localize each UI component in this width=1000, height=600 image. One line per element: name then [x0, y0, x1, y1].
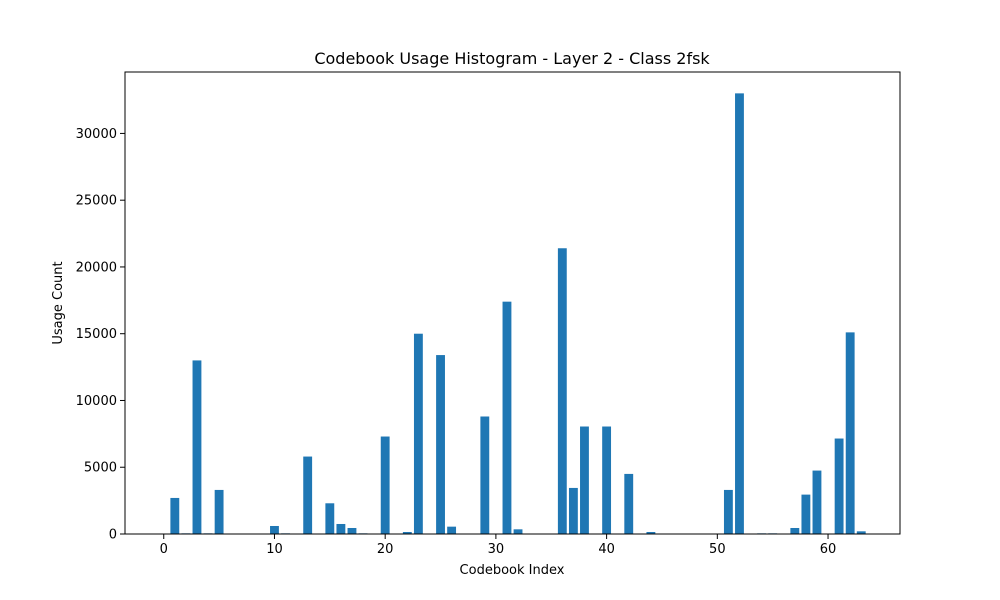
bar — [347, 527, 357, 534]
bar — [336, 523, 346, 534]
x-tick-label: 20 — [377, 542, 394, 557]
y-tick-label: 0 — [109, 528, 117, 543]
y-axis-label: Usage Count — [51, 261, 66, 344]
bar — [413, 333, 423, 534]
bar — [513, 529, 523, 534]
x-tick-label: 10 — [266, 542, 283, 557]
x-tick-label: 60 — [820, 542, 837, 557]
y-tick-label: 5000 — [84, 461, 117, 476]
bar — [557, 248, 567, 534]
bar — [723, 489, 733, 534]
bar — [834, 438, 844, 534]
bar — [447, 526, 457, 534]
bar — [325, 503, 335, 534]
bar — [436, 355, 445, 534]
bar — [214, 489, 224, 534]
bar — [568, 487, 578, 534]
x-tick-label: 40 — [598, 542, 615, 557]
bar — [502, 301, 512, 534]
bar — [402, 531, 412, 534]
bar — [856, 531, 866, 534]
bar — [170, 497, 180, 534]
bar — [646, 531, 656, 534]
x-tick-label: 50 — [709, 542, 726, 557]
x-axis-ticks: 0 10 20 30 40 50 60 — [160, 534, 837, 557]
x-axis-label: Codebook Index — [460, 563, 565, 578]
y-tick-label: 10000 — [76, 394, 117, 409]
bar — [192, 360, 202, 534]
chart-title: Codebook Usage Histogram - Layer 2 - Cla… — [314, 49, 710, 68]
bar — [580, 426, 589, 534]
bar — [624, 473, 634, 534]
bar — [270, 525, 279, 534]
x-tick-label: 30 — [488, 542, 505, 557]
bar — [380, 436, 390, 534]
y-axis-ticks: 0 5000 10000 15000 20000 25000 30000 — [76, 127, 125, 543]
bar — [303, 456, 313, 534]
bars — [170, 93, 866, 534]
bar — [801, 494, 811, 534]
bar — [790, 527, 800, 534]
plot-area-frame — [124, 71, 901, 535]
bar — [602, 426, 612, 534]
y-tick-label: 30000 — [76, 127, 117, 142]
bar — [735, 93, 744, 534]
y-tick-label: 20000 — [76, 260, 117, 275]
bar — [480, 416, 490, 534]
y-tick-label: 25000 — [76, 194, 117, 209]
y-tick-label: 15000 — [76, 327, 117, 342]
bar — [812, 470, 822, 534]
x-tick-label: 0 — [160, 542, 168, 557]
bar — [845, 332, 855, 534]
